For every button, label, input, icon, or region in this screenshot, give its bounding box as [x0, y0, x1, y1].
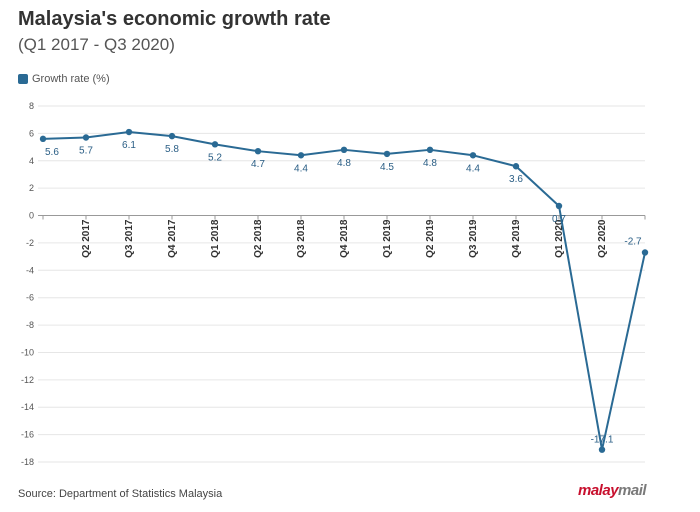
data-point [254, 147, 262, 155]
x-tick-label: Q4 2017 [167, 219, 178, 258]
x-tick-label: Q4 2019 [511, 219, 522, 258]
data-point [168, 132, 176, 140]
y-tick-label: 0 [29, 211, 34, 221]
data-point [512, 163, 520, 170]
data-label: 4.5 [380, 162, 394, 173]
y-tick-label: -4 [26, 265, 34, 275]
y-tick-label: 8 [29, 101, 34, 111]
brand-logo-part1: malay [578, 482, 619, 499]
legend-swatch [18, 74, 28, 84]
data-label: -17.1 [591, 435, 614, 446]
data-label: 3.6 [509, 174, 523, 185]
data-point [82, 134, 90, 141]
x-tick-label: Q2 2020 [597, 219, 608, 258]
data-label: 4.8 [423, 158, 437, 169]
y-tick-label: -2 [26, 238, 34, 248]
data-point [555, 202, 563, 210]
data-point [641, 249, 649, 256]
data-point [598, 446, 606, 453]
data-label: 4.7 [251, 159, 265, 170]
data-label: 5.8 [165, 144, 179, 155]
x-tick-label: Q4 2018 [339, 219, 350, 258]
x-tick-label: Q1 2020 [554, 219, 565, 258]
source-note: Source: Department of Statistics Malaysi… [18, 488, 223, 500]
x-tick-label: Q3 2018 [296, 219, 307, 258]
y-tick-label: -18 [21, 457, 34, 467]
data-point [211, 141, 219, 148]
data-point [340, 146, 348, 154]
x-tick-label: Q3 2017 [124, 219, 135, 258]
y-tick-label: -6 [26, 293, 34, 303]
y-tick-label: 4 [29, 156, 34, 166]
series-line [42, 131, 646, 451]
y-tick-label: -10 [21, 347, 34, 357]
data-label: 5.2 [208, 152, 222, 163]
brand-logo: malaymail [578, 482, 647, 499]
data-label: -2.7 [624, 237, 642, 248]
data-point [426, 146, 434, 154]
x-tick-label: Q2 2018 [253, 219, 264, 258]
chart-title: Malaysia's economic growth rate [18, 8, 331, 30]
data-label: 0.7 [552, 214, 566, 225]
data-point [125, 128, 133, 136]
data-point [469, 152, 477, 159]
chart-subtitle: (Q1 2017 - Q3 2020) [18, 35, 175, 54]
brand-logo-part2: mail [618, 482, 647, 499]
y-tick-label: -12 [21, 375, 34, 385]
data-label: 4.8 [337, 158, 351, 169]
x-tick-label: Q2 2017 [81, 219, 92, 258]
x-tick-label: Q1 2018 [210, 219, 221, 258]
legend-label: Growth rate (%) [32, 73, 110, 85]
data-point [383, 150, 391, 158]
y-tick-label: -16 [21, 430, 34, 440]
data-point [39, 135, 47, 143]
x-tick-label: Q2 2019 [425, 219, 436, 258]
data-point [297, 152, 305, 159]
y-tick-label: 2 [29, 183, 34, 193]
legend: Growth rate (%) [18, 73, 110, 85]
data-label: 6.1 [122, 140, 136, 151]
y-tick-label: -8 [26, 320, 34, 330]
y-tick-label: 6 [29, 128, 34, 138]
data-label: 4.4 [294, 163, 308, 174]
x-tick-label: Q1 2019 [382, 219, 393, 258]
y-tick-label: -14 [21, 402, 34, 412]
data-label: 5.7 [79, 145, 93, 156]
data-label: 4.4 [466, 163, 480, 174]
x-tick-label: Q3 2019 [468, 219, 479, 258]
data-label: 5.6 [45, 147, 59, 158]
